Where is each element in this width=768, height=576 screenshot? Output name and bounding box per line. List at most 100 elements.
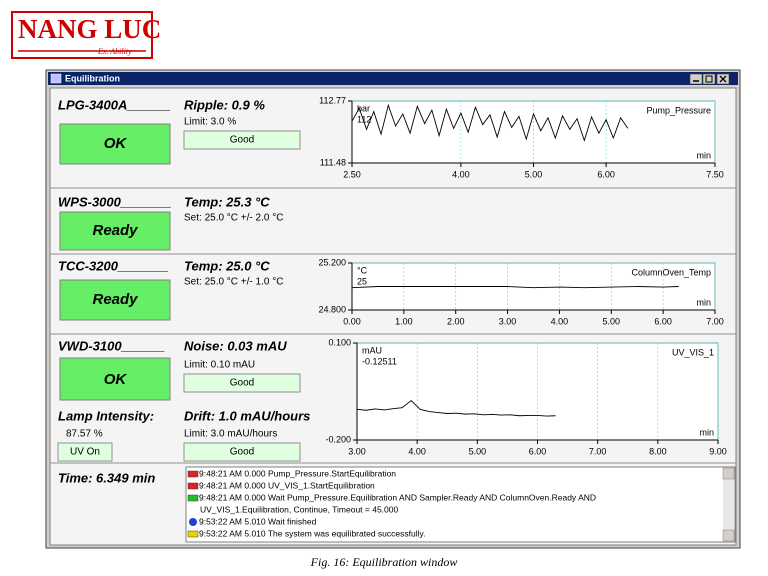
scroll-down[interactable]: [722, 529, 735, 542]
module-name: WPS-3000_______: [58, 194, 171, 209]
assessment: Good: [230, 378, 254, 389]
log-icon: [187, 494, 199, 502]
x-unit: min: [696, 297, 711, 307]
y-tick-label: 24.800: [318, 304, 346, 314]
maximize-glyph: [705, 75, 713, 83]
elapsed-time: Time: 6.349 min: [58, 470, 155, 485]
lamp-state: UV On: [70, 447, 100, 458]
window-title: Equilibration: [65, 73, 120, 83]
x-unit: min: [699, 427, 714, 437]
limit: Set: 25.0 °C +/- 2.0 °C: [184, 213, 283, 224]
parameter: Ripple: 0.9 %: [184, 97, 265, 112]
status-text: Ready: [92, 222, 138, 239]
x-unit: min: [696, 150, 711, 160]
y-unit: bar: [357, 103, 370, 113]
log-line: 9:48:21 AM 0.000 UV_VIS_1.StartEquilibra…: [199, 480, 375, 490]
y-unit: °C: [357, 265, 368, 275]
readout: 25: [357, 276, 367, 286]
readout: 112: [357, 114, 371, 124]
assessment: Good: [230, 135, 254, 146]
series-line: [351, 103, 629, 142]
assessment-box: [183, 373, 301, 393]
plot-area: [351, 100, 716, 164]
x-tick-label: 6.00: [529, 446, 547, 456]
window-icon: [50, 73, 62, 84]
limit: Set: 25.0 °C +/- 1.0 °C: [184, 277, 283, 288]
parameter: Temp: 25.0 °C: [184, 258, 270, 273]
module-name: LPG-3400A______: [58, 97, 171, 112]
log-box[interactable]: [185, 466, 736, 543]
log-line: 9:53:22 AM 5.010 The system was equilibr…: [199, 528, 425, 538]
row-dividers: [50, 187, 736, 464]
title-bar: [48, 72, 738, 85]
y-tick-label: 111.48: [320, 157, 346, 167]
x-tick-label: 5.00: [603, 316, 621, 326]
log-icon: [187, 530, 199, 538]
status-text: Ready: [92, 291, 138, 308]
x-tick-label: 3.00: [348, 446, 366, 456]
x-tick-label: 2.50: [343, 169, 361, 179]
assessment-box: [183, 130, 301, 150]
status-button[interactable]: [59, 211, 171, 251]
window-buttons[interactable]: [689, 73, 730, 85]
lamp-button[interactable]: [57, 442, 113, 462]
x-tick-label: 4.00: [452, 169, 470, 179]
logo-title: NANG LUC: [18, 14, 161, 44]
readout: -0.12511: [362, 356, 397, 366]
limit: Limit: 3.0 %: [184, 117, 236, 128]
log-icon: [187, 470, 199, 478]
y-tick-label: 112.77: [319, 95, 346, 105]
assessment-box: [183, 442, 301, 462]
module-name: VWD-3100______: [58, 338, 165, 353]
y-tick-label: -0.200: [325, 434, 351, 444]
maximize-button[interactable]: [702, 73, 716, 85]
parameter: Noise: 0.03 mAU: [184, 338, 287, 353]
status-button[interactable]: [59, 123, 171, 165]
x-tick-label: 3.00: [499, 316, 517, 326]
close-glyph: [719, 75, 727, 83]
log-icon: [189, 518, 197, 526]
y-unit: mAU: [362, 345, 382, 355]
x-tick-label: 6.00: [654, 316, 672, 326]
scroll-up[interactable]: [722, 467, 735, 480]
x-tick-label: 4.00: [408, 446, 426, 456]
y-tick-label: 0.100: [328, 337, 351, 347]
status-button[interactable]: [59, 357, 171, 401]
x-tick-label: 8.00: [649, 446, 667, 456]
x-tick-label: 7.00: [706, 316, 724, 326]
log-line: 9:48:21 AM 0.000 Wait Pump_Pressure.Equi…: [199, 492, 596, 502]
log-icon: [187, 482, 199, 490]
caption: Fig. 16: Equilibration window: [310, 555, 458, 569]
status-text: OK: [104, 371, 128, 388]
status-button[interactable]: [59, 279, 171, 321]
minimize-button[interactable]: [689, 73, 703, 85]
x-tick-label: 6.00: [597, 169, 615, 179]
series-name: Pump_Pressure: [646, 105, 711, 115]
lamp-value: 87.57 %: [66, 429, 103, 440]
series-line: [356, 399, 556, 417]
x-tick-label: 4.00: [551, 316, 569, 326]
module-name: TCC-3200_______: [58, 258, 169, 273]
status-text: OK: [104, 135, 128, 152]
limit: Limit: 0.10 mAU: [184, 360, 255, 371]
scrollbar[interactable]: [723, 468, 734, 541]
lamp-label: Lamp Intensity:: [58, 408, 154, 423]
series-line: [351, 286, 679, 289]
drift: Drift: 1.0 mAU/hours: [184, 408, 310, 423]
x-tick-label: 1.00: [395, 316, 413, 326]
log-line: UV_VIS_1.Equilibration, Continue, Timeou…: [200, 504, 398, 514]
x-tick-label: 5.00: [469, 446, 487, 456]
x-tick-label: 0.00: [343, 316, 361, 326]
drift-assessment: Good: [230, 447, 254, 458]
x-tick-label: 7.00: [589, 446, 607, 456]
drift-limit: Limit: 3.0 mAU/hours: [184, 429, 277, 440]
logo-subtitle: Ex. Ability: [97, 47, 132, 56]
series-name: UV_VIS_1: [672, 347, 714, 357]
series-name: ColumnOven_Temp: [631, 267, 711, 277]
x-tick-label: 9.00: [709, 446, 727, 456]
parameter: Temp: 25.3 °C: [184, 194, 270, 209]
x-tick-label: 5.00: [525, 169, 543, 179]
y-tick-label: 25.200: [318, 257, 346, 267]
